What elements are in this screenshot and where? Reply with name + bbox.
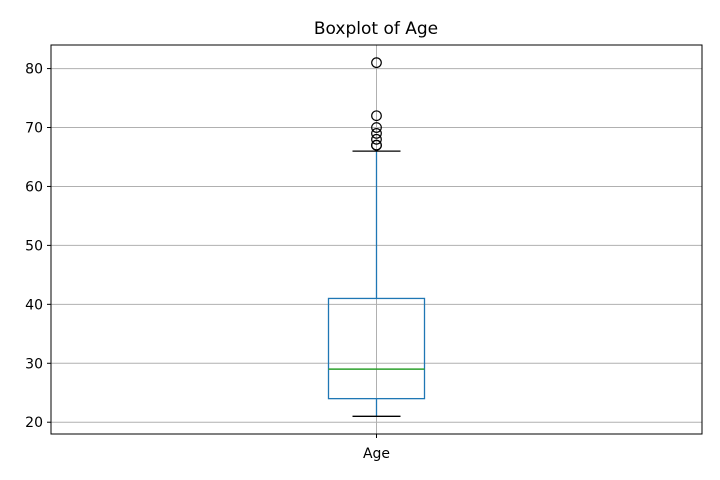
- axes: 20 30 40 50 60 70 80 Age: [25, 44, 703, 462]
- outlier-point-3: [371, 128, 382, 139]
- y-tick-label-70: 70: [25, 121, 43, 137]
- plot-area: [327, 57, 426, 417]
- outlier-point-1: [371, 139, 382, 151]
- iqr-box: [327, 297, 426, 400]
- y-tick-label-60: 60: [25, 179, 43, 195]
- outlier-point-2: [371, 133, 382, 145]
- outlier-point-5: [371, 110, 382, 122]
- y-tick-label-80: 80: [25, 62, 43, 78]
- y-tick-label-50: 50: [25, 238, 43, 254]
- y-tick-label-40: 40: [25, 297, 43, 313]
- outlier-point-6: [371, 57, 382, 69]
- y-tick-label-30: 30: [25, 356, 43, 372]
- y-tick-label-20: 20: [25, 415, 43, 431]
- chart-title: Boxplot of Age: [314, 19, 438, 39]
- x-tick-label-age: Age: [363, 446, 390, 462]
- outlier-point-4: [371, 122, 382, 133]
